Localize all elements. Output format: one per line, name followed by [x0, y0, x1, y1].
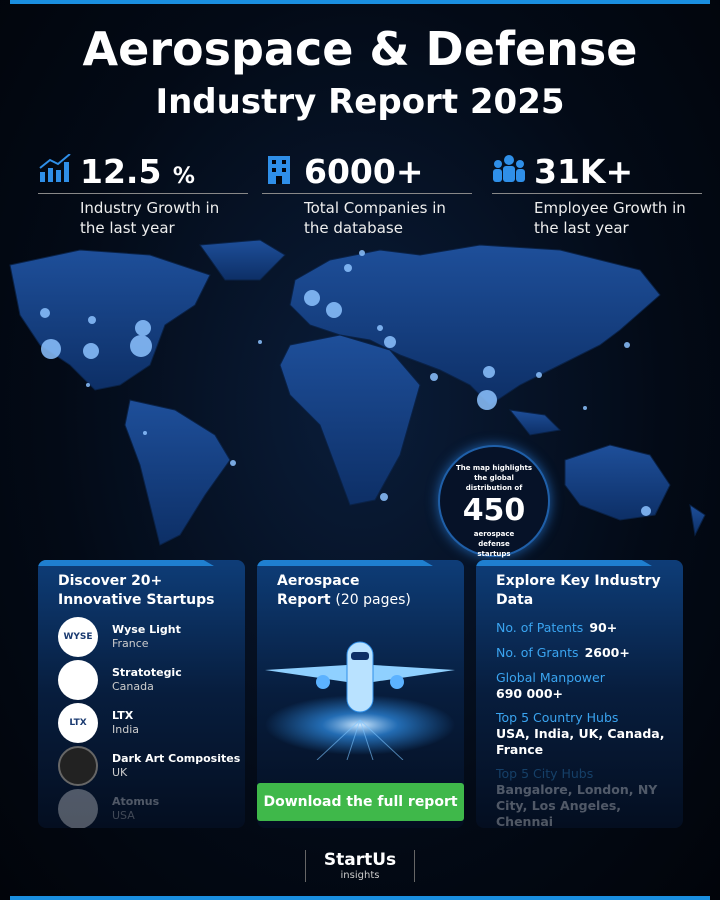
world-map	[9, 239, 706, 546]
data-item: No. of Grants 2600+	[496, 645, 676, 661]
stat: 6000+ Total Companies in the database	[262, 150, 472, 238]
card-title: Discover 20+ Innovative Startups	[58, 573, 215, 608]
startup-country: UK	[112, 766, 128, 779]
report-card: Aerospace Report (20 pages) Download the …	[257, 560, 464, 828]
callout-number: 450	[462, 493, 526, 528]
brand-sub: insights	[340, 870, 380, 881]
stat: 31K+ Employee Growth in the last year	[492, 150, 702, 238]
startup-country: Canada	[112, 680, 154, 693]
stat-label: Industry Growth in the last year	[80, 199, 220, 237]
startup-name: Atomus	[112, 795, 160, 808]
callout-intro: The map highlights the global distributi…	[455, 464, 533, 492]
startup-row: Stratotegic Canada	[58, 660, 245, 700]
chart-icon	[39, 154, 71, 182]
startup-logo	[58, 660, 98, 700]
airplane-illustration	[265, 641, 455, 760]
data-item: Top 5 City Hubs Bangalore, London, NY Cit…	[496, 766, 676, 828]
map-callout: The map highlights the global distributi…	[438, 445, 550, 558]
title-bold: Report	[277, 592, 331, 608]
bottom-bar	[10, 896, 710, 900]
title-rest: (20 pages)	[335, 592, 411, 608]
data-card: Explore Key Industry Data No. of Patents…	[476, 560, 683, 828]
startup-name: Stratotegic	[112, 666, 182, 679]
startup-logo	[58, 789, 98, 828]
download-button[interactable]: Download the full report	[257, 783, 464, 821]
card-title: Aerospace Report (20 pages)	[277, 572, 457, 610]
item-value: 690 000+	[496, 686, 564, 701]
item-label: No. of Grants	[496, 645, 579, 660]
stat-label: Employee Growth in the last year	[534, 199, 686, 237]
startup-logo	[58, 746, 98, 786]
card-title: Explore Key Industry Data	[496, 573, 661, 608]
people-icon	[493, 155, 525, 182]
title-bold: Aerospace	[277, 573, 360, 589]
item-label: Top 5 City Hubs	[496, 766, 594, 781]
item-value: Bangalore, London, NY City, Los Angeles,…	[496, 782, 658, 828]
brand: StartUs	[323, 850, 397, 870]
startup-country: India	[112, 723, 139, 736]
stat-label: Total Companies in the database	[304, 199, 446, 237]
item-value: 2600+	[584, 645, 630, 660]
startups-card: Discover 20+ Innovative Startups WYSE Wys…	[38, 560, 245, 828]
startup-row: Atomus USA	[58, 789, 245, 828]
item-label: Global Manpower	[496, 670, 605, 685]
item-label: Top 5 Country Hubs	[496, 710, 619, 725]
startup-row: WYSE Wyse Light France	[58, 617, 245, 657]
top-bar	[10, 0, 710, 4]
item-value: 90+	[589, 620, 618, 635]
callout-outro: aerospace defense startups	[473, 530, 515, 558]
stat-value: 12.5	[80, 152, 162, 191]
title: Aerospace & Defense	[82, 22, 638, 76]
startup-dots	[40, 250, 651, 516]
data-item: Global Manpower 690 000+	[496, 670, 676, 702]
startup-row: Dark Art Composites UK	[58, 746, 245, 786]
startup-country: USA	[112, 809, 135, 822]
startup-logo: LTX	[58, 703, 98, 743]
startup-logo: WYSE	[58, 617, 98, 657]
stat: 12.5 % Industry Growth in the last year	[38, 150, 248, 238]
stat-value: 31K+	[534, 152, 634, 191]
startup-name: Wyse Light	[112, 623, 181, 636]
stat-value: 6000+	[304, 152, 424, 191]
data-item: Top 5 Country Hubs USA, India, UK, Canada…	[496, 710, 676, 758]
data-item: No. of Patents 90+	[496, 620, 676, 636]
startup-row: LTX LTX India	[58, 703, 245, 743]
building-icon	[268, 156, 290, 184]
startup-country: France	[112, 637, 149, 650]
item-label: No. of Patents	[496, 620, 584, 635]
subtitle: Industry Report 2025	[155, 82, 565, 122]
item-value: USA, India, UK, Canada, France	[496, 726, 665, 757]
startup-name: Dark Art Composites	[112, 752, 241, 765]
footer-logo: StartUs insights	[305, 850, 415, 882]
startup-name: LTX	[112, 709, 134, 722]
stat-unit: %	[172, 164, 195, 189]
